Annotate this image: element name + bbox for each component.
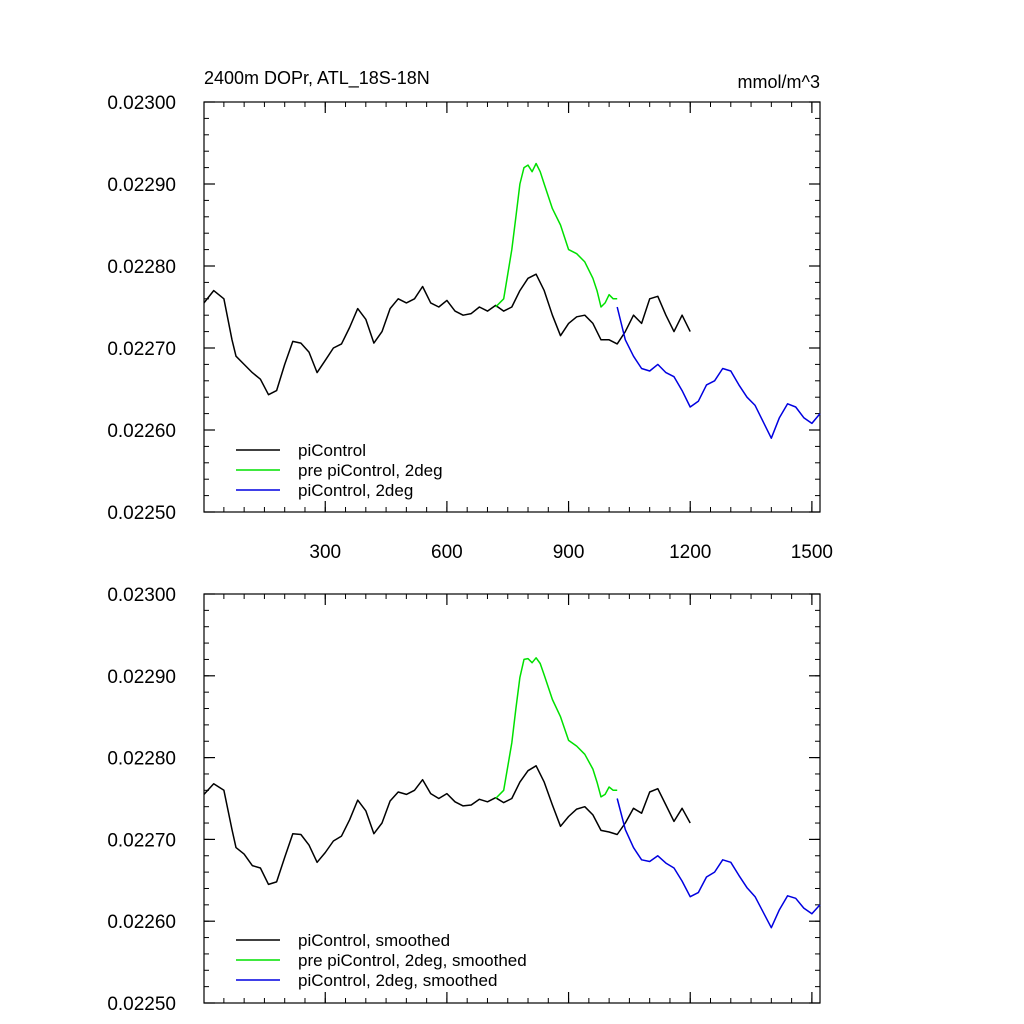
x-tick-label: 1200 [669, 542, 711, 563]
series-line-pre-picontrol-2deg [495, 162, 618, 308]
top-plot-area: 0.02250 0.02260 0.02270 0.02280 0.02290 0.023… [107, 93, 833, 563]
legend-label: piControl, 2deg [298, 481, 413, 500]
x-tick-label: 900 [553, 542, 585, 563]
legend-label: piControl, 2deg, smoothed [298, 971, 497, 990]
x-tick-label: 600 [431, 542, 463, 563]
legend-label: piControl [298, 441, 366, 460]
y-tick-label: 0.02270 [107, 830, 176, 851]
plot-frame [203, 101, 821, 513]
y-tick-label: 0.02250 [107, 994, 176, 1015]
y-tick-label: 0.02260 [107, 421, 176, 442]
y-tick-label: 0.02250 [107, 503, 176, 524]
x-tick-label: 1500 [791, 542, 833, 563]
x-tick-label: 300 [309, 542, 341, 563]
legend-label: pre piControl, 2deg [298, 461, 443, 480]
y-tick-label: 0.02290 [107, 667, 176, 688]
y-tick-label: 0.02300 [107, 93, 176, 114]
series-line-picontrol-2deg [616, 798, 821, 929]
top-panel: 2400m DOPr, ATL_18S-18N mmol/m^3 0.02250… [107, 68, 833, 563]
series-line-picontrol-2deg [616, 306, 821, 439]
chart-title: 2400m DOPr, ATL_18S-18N [204, 68, 430, 89]
plot-frame [203, 593, 821, 1004]
bottom-plot-area: 0.02250 0.02260 0.02270 0.02280 0.02290 0.023… [107, 585, 821, 1015]
legend-label: piControl, smoothed [298, 931, 450, 950]
series-line-pre-picontrol-2deg [495, 657, 618, 800]
y-tick-label: 0.02300 [107, 585, 176, 606]
bottom-panel: 0.02250 0.02260 0.02270 0.02280 0.02290 0.023… [107, 585, 821, 1015]
y-tick-label: 0.02280 [107, 257, 176, 278]
series-line-picontrol [203, 765, 691, 886]
units-label: mmol/m^3 [738, 72, 820, 92]
legend-label: pre piControl, 2deg, smoothed [298, 951, 527, 970]
y-tick-label: 0.02260 [107, 912, 176, 933]
y-tick-label: 0.02270 [107, 339, 176, 360]
series-line-picontrol [203, 273, 691, 396]
y-tick-label: 0.02290 [107, 175, 176, 196]
y-tick-label: 0.02280 [107, 749, 176, 770]
